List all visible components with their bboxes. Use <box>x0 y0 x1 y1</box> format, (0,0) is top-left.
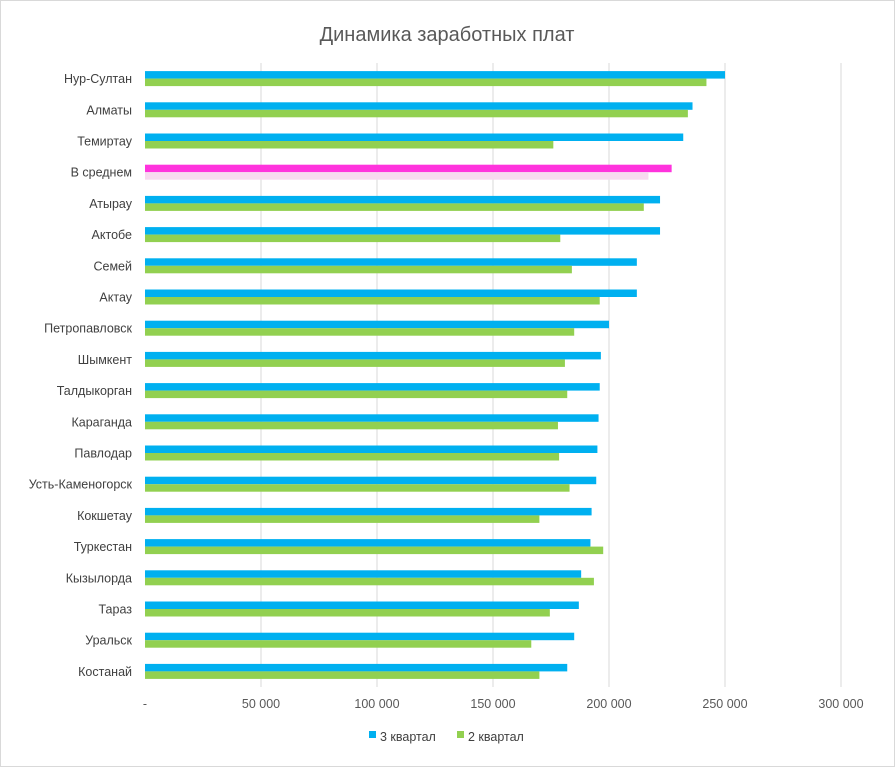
x-tick-label: 150 000 <box>470 697 515 711</box>
legend-label: 3 квартал <box>380 730 436 744</box>
category-label: Нур-Султан <box>64 72 132 86</box>
x-tick-label: 100 000 <box>354 697 399 711</box>
category-label: Тараз <box>98 603 132 617</box>
category-label: Шымкент <box>78 353 132 367</box>
bar-q2 <box>145 390 568 399</box>
bar-q2 <box>145 546 604 555</box>
bar-q3 <box>145 383 600 391</box>
bar-q2 <box>145 297 600 305</box>
bar-q2 <box>145 421 558 430</box>
legend-label: 2 квартал <box>468 730 524 744</box>
bar-q3 <box>145 195 661 204</box>
bar-q2 <box>145 109 688 118</box>
category-label: Караганда <box>71 415 132 429</box>
bar-q2 <box>145 172 649 180</box>
bar-q3 <box>145 320 609 329</box>
category-label: В среднем <box>71 166 132 180</box>
legend-swatch <box>369 731 376 738</box>
legend-swatch <box>457 731 464 738</box>
bars <box>145 71 725 679</box>
bar-q2 <box>145 265 572 274</box>
bar-q2 <box>145 234 561 243</box>
bar-q3 <box>145 71 725 79</box>
bar-q3 <box>145 476 597 485</box>
legend: 3 квартал 2 квартал <box>369 730 524 744</box>
category-label: Кызылорда <box>66 571 132 585</box>
category-label: Алматы <box>86 103 132 117</box>
category-label: Кокшетау <box>77 509 133 523</box>
bar-q3 <box>145 258 637 266</box>
category-label: Талдыкорган <box>57 384 132 398</box>
x-axis-tick-labels: - 50 000 100 000 150 000 200 000 250 000 300 0… <box>143 697 864 711</box>
bar-q3 <box>145 539 591 547</box>
bar-q2 <box>145 328 575 336</box>
category-label: Атырау <box>89 197 133 211</box>
bar-q3 <box>145 414 599 422</box>
chart-title: Динамика заработных плат <box>320 24 575 46</box>
x-tick-label: 50 000 <box>242 697 280 711</box>
bar-q2 <box>145 515 540 523</box>
category-label: Усть-Каменогорск <box>29 478 133 492</box>
x-tick-label: 300 000 <box>818 697 863 711</box>
x-tick-label: 250 000 <box>702 697 747 711</box>
bar-q2 <box>145 609 550 617</box>
bar-q2 <box>145 453 560 461</box>
bar-q2 <box>145 359 565 367</box>
bar-q3 <box>145 601 579 609</box>
bar-q2 <box>145 203 644 211</box>
gridlines <box>260 63 842 687</box>
bar-q3 <box>145 632 575 641</box>
bar-q3 <box>145 227 661 235</box>
category-label: Туркестан <box>74 540 132 554</box>
bar-q3 <box>145 445 598 453</box>
category-label: Уральск <box>85 634 132 648</box>
bar-q3 <box>145 164 672 173</box>
bar-q3 <box>145 102 693 110</box>
bar-q3 <box>145 133 684 141</box>
category-labels: Нур-Султан Алматы Темиртау В среднем Атырау А… <box>29 72 133 679</box>
category-label: Семей <box>93 259 132 273</box>
x-tick-label: - <box>143 697 147 711</box>
bar-q2 <box>145 640 532 648</box>
category-label: Павлодар <box>74 447 132 461</box>
category-label: Костанай <box>78 665 132 679</box>
bar-q3 <box>145 663 568 672</box>
category-label: Темиртау <box>77 135 133 149</box>
bar-q3 <box>145 507 592 516</box>
bar-q2 <box>145 577 594 586</box>
x-tick-label: 200 000 <box>586 697 631 711</box>
bar-q2 <box>145 484 570 492</box>
bar-q3 <box>145 289 637 297</box>
category-label: Актобе <box>92 228 133 242</box>
bar-q3 <box>145 351 601 360</box>
bar-q3 <box>145 570 582 578</box>
category-label: Актау <box>99 291 132 305</box>
bar-q2 <box>145 671 540 679</box>
bar-q2 <box>145 78 707 87</box>
category-label: Петропавловск <box>44 322 132 336</box>
bar-q2 <box>145 141 554 149</box>
